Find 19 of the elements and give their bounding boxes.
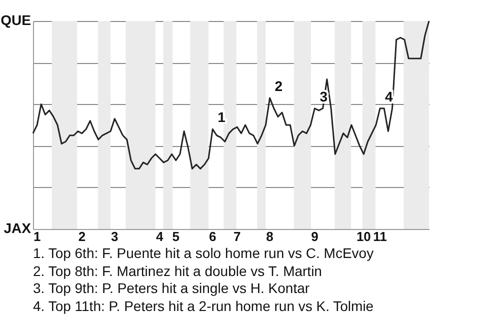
x-tick-label: 6 — [209, 229, 216, 244]
x-tick-label: 4 — [156, 229, 164, 244]
x-tick-label: 11 — [373, 229, 387, 244]
text: 3. Top 9th: P. Peters hit a single vs H. Kontar — [33, 280, 311, 298]
x-tick-label: 2 — [78, 229, 86, 244]
x-tick-label: 7 — [234, 229, 241, 244]
text: 1. Top 6th: F. Puente hit a solo home run vs C. McEvoy — [33, 245, 374, 262]
x-tick-label: 10 — [356, 229, 371, 244]
text: JAX — [4, 220, 32, 236]
x-tick-label: 9 — [311, 229, 318, 244]
x-tick-label: 1 — [33, 229, 41, 244]
text: 4. Top 11th: P. Peters hit a 2-run home run vs K. Tolmie — [33, 298, 374, 315]
annotation: 1 — [218, 109, 226, 126]
annotation: 2 — [274, 78, 283, 94]
x-tick-label: 3 — [111, 229, 118, 244]
x-tick-label: 8 — [266, 229, 274, 244]
text: 2. Top 8th: F. Martinez hit a double vs T. Martin — [33, 262, 323, 280]
x-tick-label: 5 — [172, 229, 180, 244]
text: QUE — [0, 12, 31, 28]
